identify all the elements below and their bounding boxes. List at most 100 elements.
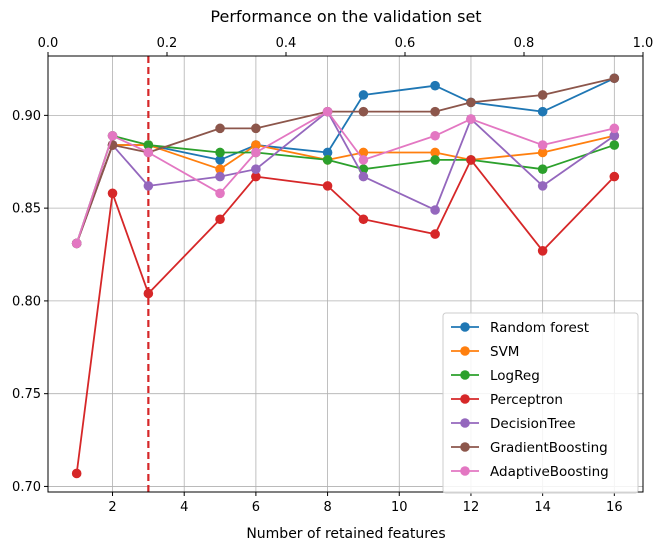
data-point	[322, 181, 333, 191]
data-point	[71, 238, 82, 249]
data-point	[466, 155, 476, 165]
series-svm	[71, 130, 620, 249]
data-point	[143, 147, 154, 158]
data-point	[430, 130, 440, 141]
x-tick-label: 16	[606, 500, 623, 515]
top-tick-label: 0.4	[276, 36, 297, 51]
series-perceptron	[71, 155, 620, 479]
series-decisiontree	[71, 106, 620, 249]
legend: Random forest SVM LogReg Perceptron Decision…	[442, 312, 639, 494]
data-point	[143, 140, 154, 150]
data-point	[251, 140, 261, 150]
x-tick-label: 12	[463, 500, 480, 515]
data-point	[430, 205, 440, 215]
chart-title: Performance on the validation set	[210, 7, 481, 26]
y-axis-ticks: 0.70 0.75 0.80 0.85 0.90	[12, 109, 48, 495]
x-tick-label: 4	[180, 500, 188, 515]
data-point	[430, 229, 440, 239]
data-point	[358, 90, 369, 100]
y-tick-label: 0.90	[12, 109, 41, 124]
legend-box	[442, 312, 639, 494]
data-point	[215, 147, 225, 158]
x-tick-label: 6	[252, 500, 260, 515]
data-point	[430, 106, 440, 117]
data-point	[358, 171, 369, 182]
data-point	[358, 214, 369, 225]
data-point	[537, 147, 548, 158]
data-point	[251, 123, 261, 134]
y-tick-label: 0.80	[12, 294, 41, 309]
top-axis-ticks: 0.0 0.2 0.4 0.6 0.8 1.0	[38, 36, 654, 56]
legend-marker	[460, 370, 470, 380]
legend-marker	[460, 322, 470, 332]
series-line	[75, 134, 615, 244]
y-tick-label: 0.70	[12, 480, 41, 495]
data-point	[322, 106, 333, 117]
data-point	[358, 106, 369, 117]
top-tick-label: 1.0	[633, 36, 654, 51]
top-tick-label: 0.0	[38, 36, 59, 51]
series-logreg	[71, 130, 620, 249]
top-tick-label: 0.8	[514, 36, 535, 51]
data-point	[215, 188, 225, 199]
legend-label: AdaptiveBoosting	[490, 464, 609, 480]
x-tick-label: 8	[323, 500, 331, 515]
data-point	[215, 171, 225, 182]
series-line	[75, 77, 615, 244]
x-tick-label: 10	[391, 500, 408, 515]
x-axis-title: Number of retained features	[246, 526, 445, 542]
data-point	[537, 246, 548, 256]
data-point	[609, 130, 620, 141]
y-tick-label: 0.85	[12, 202, 41, 217]
data-point	[466, 97, 476, 108]
data-point	[466, 114, 476, 124]
legend-marker	[460, 346, 470, 356]
data-point	[609, 73, 620, 84]
y-tick-label: 0.75	[12, 387, 41, 402]
data-point	[609, 140, 620, 150]
data-point	[251, 147, 261, 158]
series-layer	[71, 73, 620, 479]
plot-frame	[47, 55, 644, 493]
data-point	[215, 164, 225, 174]
legend-label: Random forest	[490, 320, 589, 336]
data-point	[609, 123, 620, 134]
data-point	[251, 164, 261, 174]
legend-label: GradientBoosting	[490, 440, 608, 456]
data-point	[107, 188, 118, 199]
series-gradientboosting	[71, 73, 620, 249]
legend-marker	[460, 466, 470, 476]
legend-label: DecisionTree	[490, 416, 576, 432]
series-adaptiveboosting	[71, 106, 620, 249]
data-point	[609, 171, 620, 182]
data-point	[251, 171, 261, 182]
legend-marker	[460, 394, 470, 404]
series-line	[75, 110, 615, 244]
data-point	[537, 164, 548, 174]
data-point	[430, 147, 440, 158]
data-point	[358, 147, 369, 158]
data-point	[71, 468, 82, 479]
data-point	[537, 140, 548, 150]
data-point	[215, 155, 225, 165]
series-random-forest	[71, 73, 620, 249]
legend-label: Perceptron	[490, 392, 563, 408]
series-line	[75, 134, 615, 244]
data-point	[107, 130, 118, 141]
data-point	[358, 155, 369, 165]
legend-label: SVM	[490, 344, 519, 360]
data-point	[537, 90, 548, 100]
data-point	[215, 123, 225, 134]
data-point	[322, 155, 333, 165]
data-point	[537, 181, 548, 191]
data-point	[215, 214, 225, 225]
legend-marker	[460, 442, 470, 452]
data-point	[430, 80, 440, 91]
x-tick-label: 14	[534, 500, 551, 515]
series-line	[75, 77, 615, 244]
legend-marker	[460, 418, 470, 428]
top-tick-label: 0.6	[395, 36, 416, 51]
x-axis-ticks: 2 4 6 8 10 12 14 16	[108, 492, 623, 515]
data-point	[537, 106, 548, 117]
